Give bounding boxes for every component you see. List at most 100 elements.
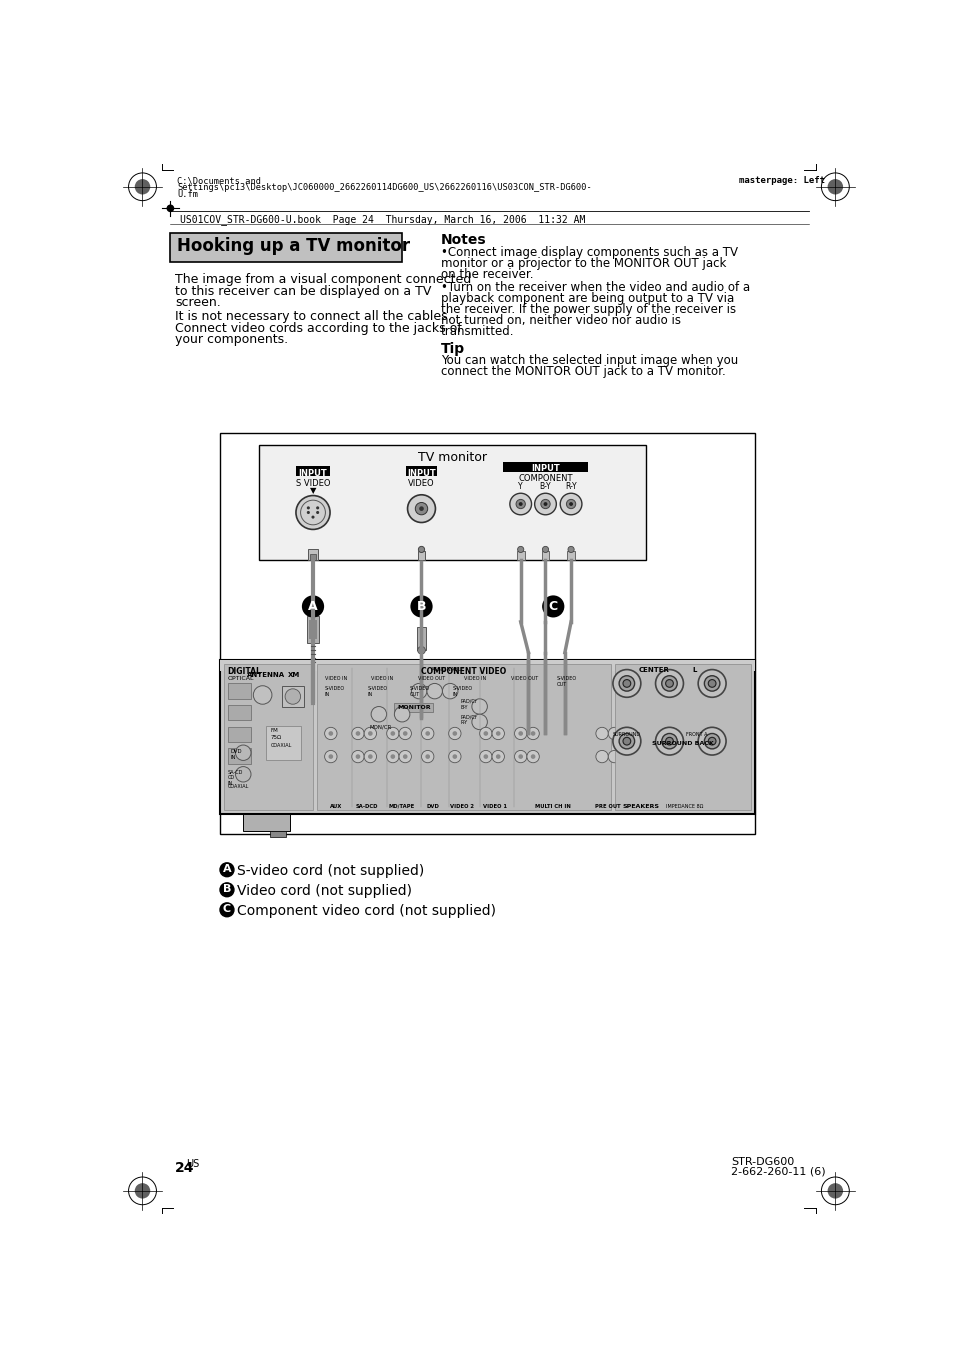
Circle shape: [612, 670, 640, 697]
Circle shape: [307, 512, 310, 514]
Circle shape: [496, 731, 500, 735]
Text: B: B: [223, 884, 231, 895]
Circle shape: [542, 596, 562, 617]
Circle shape: [707, 738, 716, 745]
Text: playback component are being output to a TV via: playback component are being output to a…: [440, 292, 734, 306]
Circle shape: [134, 179, 150, 195]
Text: SA-DCD: SA-DCD: [355, 803, 378, 809]
Text: US: US: [186, 1159, 199, 1169]
Circle shape: [526, 727, 538, 739]
Circle shape: [517, 754, 522, 758]
Circle shape: [698, 670, 725, 697]
Circle shape: [827, 179, 842, 195]
Circle shape: [566, 499, 575, 509]
Circle shape: [427, 683, 442, 698]
Circle shape: [514, 727, 526, 739]
Circle shape: [496, 754, 500, 758]
Circle shape: [448, 750, 460, 762]
FancyBboxPatch shape: [307, 615, 319, 642]
Circle shape: [220, 863, 233, 877]
Circle shape: [425, 754, 430, 758]
Text: not turned on, neither video nor audio is: not turned on, neither video nor audio i…: [440, 314, 680, 327]
Circle shape: [703, 675, 720, 692]
Circle shape: [530, 754, 535, 758]
Text: transmitted.: transmitted.: [440, 325, 514, 338]
Circle shape: [448, 727, 460, 739]
Circle shape: [390, 731, 395, 735]
FancyBboxPatch shape: [615, 664, 750, 810]
Text: Tip: Tip: [440, 341, 464, 356]
Circle shape: [612, 727, 640, 756]
Circle shape: [364, 727, 376, 739]
Text: DVD: DVD: [426, 803, 439, 809]
Text: VIDEO OUT: VIDEO OUT: [417, 675, 444, 681]
Circle shape: [407, 495, 435, 522]
Circle shape: [516, 499, 525, 509]
Text: Notes: Notes: [440, 233, 486, 247]
Circle shape: [421, 727, 434, 739]
FancyBboxPatch shape: [228, 683, 251, 698]
Circle shape: [315, 506, 319, 509]
Circle shape: [398, 727, 411, 739]
Circle shape: [618, 675, 634, 692]
Circle shape: [559, 494, 581, 514]
Text: SPEAKERS: SPEAKERS: [622, 803, 659, 809]
Circle shape: [368, 754, 373, 758]
Text: ASSIGNABLE: ASSIGNABLE: [431, 667, 465, 672]
Text: MULTI CH IN: MULTI CH IN: [535, 803, 571, 809]
Circle shape: [421, 750, 434, 762]
Circle shape: [622, 738, 630, 745]
Circle shape: [596, 727, 608, 739]
Text: •Turn on the receiver when the video and audio of a: •Turn on the receiver when the video and…: [440, 281, 749, 295]
Text: C: C: [223, 904, 231, 914]
Circle shape: [827, 1183, 842, 1199]
Circle shape: [418, 506, 423, 512]
Circle shape: [526, 750, 538, 762]
Circle shape: [655, 727, 682, 756]
Circle shape: [622, 679, 630, 687]
FancyBboxPatch shape: [567, 551, 575, 561]
FancyBboxPatch shape: [541, 551, 549, 561]
Circle shape: [608, 727, 620, 739]
Text: PAD/Cr
R-Y: PAD/Cr R-Y: [459, 715, 476, 726]
Text: PRE OUT: PRE OUT: [594, 803, 619, 809]
Text: IMPEDANCE 8Ω: IMPEDANCE 8Ω: [665, 803, 702, 809]
Circle shape: [665, 738, 673, 745]
Text: VIDEO 2: VIDEO 2: [449, 803, 474, 809]
Text: The image from a visual component connected: The image from a visual component connec…: [174, 273, 471, 286]
Text: CENTER: CENTER: [638, 667, 669, 674]
Circle shape: [534, 494, 556, 514]
Text: screen.: screen.: [174, 296, 220, 310]
Circle shape: [386, 750, 398, 762]
Text: INPUT: INPUT: [298, 469, 327, 477]
Text: S-VIDEO
IN: S-VIDEO IN: [452, 686, 472, 697]
Text: on the receiver.: on the receiver.: [440, 267, 533, 281]
Text: C:\Documents and: C:\Documents and: [177, 176, 261, 186]
Text: FM: FM: [270, 728, 278, 732]
Circle shape: [517, 731, 522, 735]
FancyBboxPatch shape: [308, 548, 317, 561]
Circle shape: [608, 750, 620, 762]
Text: S-VIDEO
OUT: S-VIDEO OUT: [557, 675, 577, 686]
Circle shape: [220, 883, 233, 896]
FancyBboxPatch shape: [517, 551, 524, 561]
Circle shape: [665, 679, 673, 687]
Circle shape: [386, 727, 398, 739]
Circle shape: [402, 731, 407, 735]
FancyBboxPatch shape: [228, 705, 251, 720]
Circle shape: [415, 502, 427, 514]
Circle shape: [567, 547, 574, 552]
Text: It is not necessary to connect all the cables.: It is not necessary to connect all the c…: [174, 310, 451, 323]
Text: XM: XM: [287, 672, 299, 678]
Circle shape: [479, 750, 492, 762]
Text: C: C: [548, 600, 558, 612]
Text: PAD/Cr
B-Y: PAD/Cr B-Y: [459, 698, 476, 709]
Circle shape: [569, 502, 573, 506]
Circle shape: [524, 693, 532, 701]
Circle shape: [540, 499, 550, 509]
FancyBboxPatch shape: [170, 233, 402, 262]
Circle shape: [167, 205, 174, 213]
Text: MD/TAPE: MD/TAPE: [389, 803, 415, 809]
Circle shape: [355, 754, 360, 758]
Circle shape: [324, 727, 336, 739]
